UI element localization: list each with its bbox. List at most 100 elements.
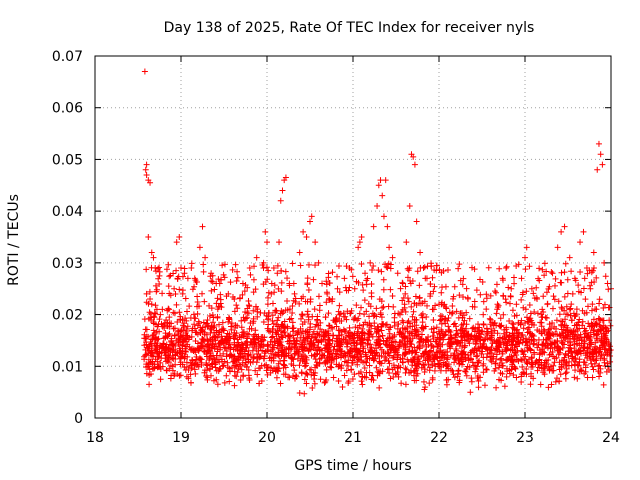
data-point [189, 325, 196, 332]
data-point [143, 161, 150, 168]
data-point [155, 275, 162, 282]
data-point [574, 332, 581, 339]
data-point [231, 372, 238, 379]
data-point [525, 318, 532, 325]
data-point [396, 329, 403, 336]
data-point [244, 305, 251, 312]
data-point [227, 345, 234, 352]
data-point [592, 339, 599, 346]
data-point [588, 360, 595, 367]
data-point [581, 275, 588, 282]
data-point [394, 368, 401, 375]
data-point [556, 311, 563, 318]
data-point [213, 352, 220, 359]
data-point [555, 351, 562, 358]
data-point [208, 361, 215, 368]
data-point [220, 350, 227, 357]
data-point [503, 263, 510, 270]
data-point [223, 353, 230, 360]
data-point [201, 369, 208, 376]
data-point [176, 309, 183, 316]
data-point [150, 254, 157, 261]
data-point [286, 374, 293, 381]
data-point [279, 187, 286, 194]
data-point [322, 314, 329, 321]
data-point [250, 318, 257, 325]
data-point [298, 315, 305, 322]
data-point [224, 359, 231, 366]
data-point [232, 355, 239, 362]
data-point [233, 278, 240, 285]
data-point [343, 287, 350, 294]
data-point [446, 327, 453, 334]
data-point [322, 329, 329, 336]
data-point [420, 265, 427, 272]
data-point [562, 350, 569, 357]
data-point [379, 192, 386, 199]
data-point [245, 310, 252, 317]
data-point [332, 350, 339, 357]
data-point [343, 263, 350, 270]
data-point [600, 339, 607, 346]
data-point [325, 310, 332, 317]
data-point [281, 353, 288, 360]
data-point [261, 355, 268, 362]
data-point [339, 384, 346, 391]
data-point [254, 308, 261, 315]
data-point [553, 375, 560, 382]
data-point [349, 335, 356, 342]
data-point [551, 282, 558, 289]
data-point [311, 342, 318, 349]
data-point [440, 302, 447, 309]
data-point [503, 265, 510, 272]
data-point [410, 308, 417, 315]
data-point [450, 352, 457, 359]
data-point [304, 329, 311, 336]
data-point [265, 364, 272, 371]
data-point [277, 197, 284, 204]
data-point [338, 365, 345, 372]
data-point [197, 329, 204, 336]
data-point [495, 302, 502, 309]
data-point [159, 344, 166, 351]
data-point [411, 359, 418, 366]
data-point [458, 322, 465, 329]
data-point [407, 323, 414, 330]
data-point [522, 353, 529, 360]
data-point [245, 298, 252, 305]
data-point [390, 373, 397, 380]
data-point [180, 322, 187, 329]
data-point [343, 316, 350, 323]
data-point [142, 326, 149, 333]
data-point [177, 333, 184, 340]
data-point [220, 362, 227, 369]
data-point [589, 301, 596, 308]
data-point [204, 316, 211, 323]
data-point [184, 275, 191, 282]
data-point [552, 275, 559, 282]
data-point [240, 372, 247, 379]
data-point [369, 352, 376, 359]
data-point [176, 234, 183, 240]
data-point [307, 346, 314, 353]
data-point [221, 379, 228, 386]
data-point [391, 319, 398, 326]
data-point [178, 327, 185, 334]
data-point [317, 376, 324, 383]
data-point [181, 320, 188, 327]
x-tick-label: 20 [258, 430, 276, 446]
data-point [470, 324, 477, 331]
data-point [524, 358, 531, 365]
data-point [363, 353, 370, 360]
data-point [141, 68, 148, 75]
data-point [234, 369, 241, 376]
data-point [235, 339, 242, 346]
data-point [271, 351, 278, 358]
data-point [335, 327, 342, 334]
data-point [510, 274, 517, 281]
data-point [274, 270, 281, 277]
data-point [363, 369, 370, 376]
data-point [292, 350, 299, 357]
data-point [188, 265, 195, 272]
data-point [224, 364, 231, 371]
